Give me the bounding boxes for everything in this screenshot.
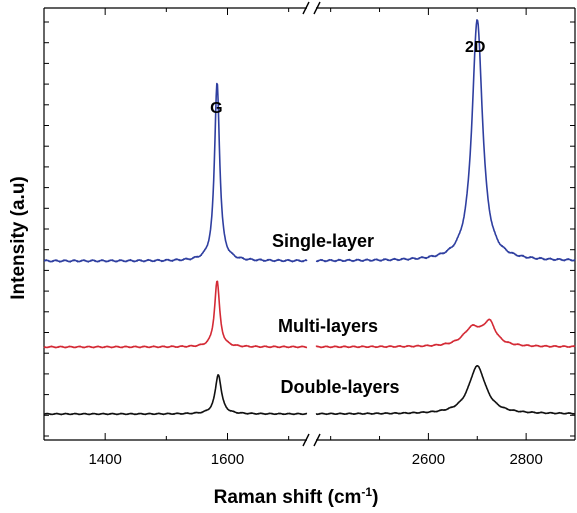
- peak-label-2d: 2D: [465, 39, 485, 56]
- series-line-0-seg0: [43, 82, 308, 263]
- x-tick-label: 2800: [509, 451, 542, 468]
- axis-break-mark-top-1: [302, 1, 310, 15]
- x-axis-title-close: ): [372, 487, 378, 508]
- x-tick-label: 1600: [211, 451, 244, 468]
- y-axis-title: Intensity (a.u): [8, 176, 29, 300]
- axis-break-mark-bottom-1: [302, 433, 310, 447]
- series-line-0-seg1: [315, 19, 576, 263]
- series-label-double-layers: Double-layers: [280, 377, 399, 397]
- x-axis-title-sup: -1: [361, 485, 372, 499]
- axis-break-mark-top-2: [313, 1, 321, 15]
- plot-frame: [43, 1, 576, 447]
- x-tick-label: 1400: [88, 451, 121, 468]
- x-tick-label: 2600: [412, 451, 445, 468]
- series-label-multi-layers: Multi-layers: [278, 316, 378, 336]
- series-line-1-seg1: [315, 318, 576, 349]
- axis-break-mark-bottom-2: [313, 433, 321, 447]
- series-line-2-seg1: [315, 364, 576, 416]
- series-layer: [43, 19, 576, 416]
- series-label-single-layer: Single-layer: [272, 231, 374, 251]
- x-axis-title: Raman shift (cm-1): [214, 485, 379, 508]
- series-line-1-seg0: [43, 280, 308, 349]
- x-axis-title-main: Raman shift (cm: [214, 487, 362, 508]
- peak-label-g: G: [210, 100, 222, 117]
- series-line-2-seg0: [43, 374, 308, 416]
- ticks-layer: 1400 1600 2600 2800: [43, 8, 576, 468]
